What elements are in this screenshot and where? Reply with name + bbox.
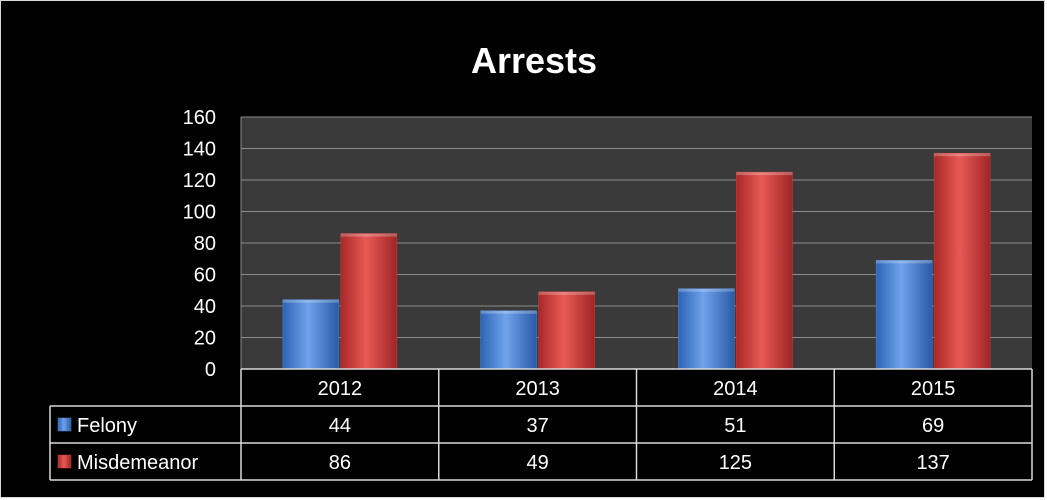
data-table: 2012 2013 2014 2015 Felony 44 37 51 69 Misdemeano… xyxy=(49,368,1033,481)
y-tick-label-20: 20 xyxy=(194,328,216,350)
data-label-misdemeanor-2013: 49 xyxy=(527,452,549,474)
y-tick-label-60: 60 xyxy=(194,265,216,287)
y-tick-label-160: 160 xyxy=(183,107,216,129)
bar-felony-2012 xyxy=(282,299,340,370)
bar-misdemeanor-2013 xyxy=(538,291,595,370)
data-label-misdemeanor-2014: 125 xyxy=(719,452,752,474)
legend-key-felony xyxy=(57,417,72,432)
bar-misdemeanor-2012 xyxy=(340,233,398,370)
y-tick-label-120: 120 xyxy=(183,170,216,192)
legend-key-misdemeanor xyxy=(57,454,72,469)
bar-top-highlight-misdemeanor-2014 xyxy=(736,172,793,176)
bar-top-highlight-misdemeanor-2012 xyxy=(340,233,397,237)
y-tick-label-140: 140 xyxy=(183,139,216,161)
bar-top-highlight-felony-2015 xyxy=(876,260,933,264)
bar-misdemeanor-2014 xyxy=(736,171,793,370)
bar-top-highlight-felony-2014 xyxy=(678,288,735,292)
legend-label-misdemeanor: Misdemeanor xyxy=(77,452,199,474)
x-category-label-2012: 2012 xyxy=(318,378,363,400)
bar-felony-2014 xyxy=(678,288,735,370)
bar-top-highlight-misdemeanor-2015 xyxy=(934,153,991,157)
x-category-label-2015: 2015 xyxy=(911,378,956,400)
bar-top-highlight-misdemeanor-2013 xyxy=(538,291,595,295)
legend-label-felony: Felony xyxy=(77,415,137,437)
data-label-felony-2015: 69 xyxy=(922,415,944,437)
bar-felony-2013 xyxy=(480,310,537,370)
y-tick-label-40: 40 xyxy=(194,296,216,318)
y-tick-label-80: 80 xyxy=(194,233,216,255)
bar-misdemeanor-2015 xyxy=(933,152,991,370)
chart-title: Arrests xyxy=(471,40,597,81)
bar-top-highlight-felony-2012 xyxy=(282,299,339,303)
x-category-label-2014: 2014 xyxy=(713,378,758,400)
bar-top-highlight-felony-2013 xyxy=(480,310,537,314)
y-tick-label-0: 0 xyxy=(205,359,216,381)
data-label-misdemeanor-2015: 137 xyxy=(916,452,949,474)
data-label-misdemeanor-2012: 86 xyxy=(329,452,351,474)
bars xyxy=(282,152,991,370)
y-tick-label-100: 100 xyxy=(183,202,216,224)
bar-felony-2015 xyxy=(875,260,933,370)
data-label-felony-2014: 51 xyxy=(724,415,746,437)
x-category-label-2013: 2013 xyxy=(515,378,560,400)
data-label-felony-2012: 44 xyxy=(329,415,351,437)
y-axis-ticks: 0 20 40 60 80 100 120 140 160 xyxy=(183,107,216,381)
data-label-felony-2013: 37 xyxy=(527,415,549,437)
